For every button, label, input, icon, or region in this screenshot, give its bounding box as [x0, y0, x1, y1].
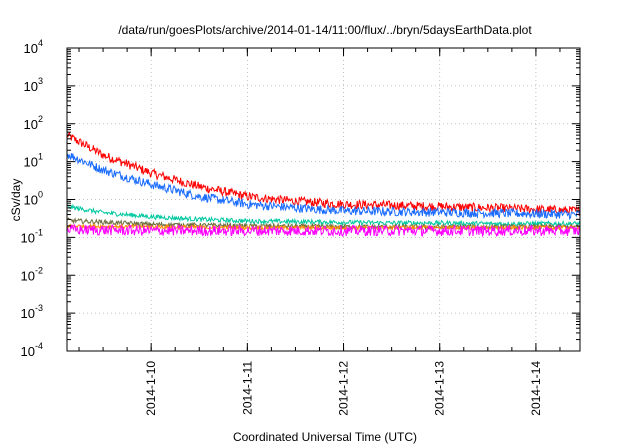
series-line-1 [66, 131, 581, 216]
x-axis-label: Coordinated Universal Time (UTC) [233, 430, 417, 444]
series-line-6 [66, 223, 581, 238]
y-tick-label: 101 [24, 152, 43, 170]
x-axis: 2014-1-10 2014-1-11 2014-1-12 2014-1-13 2014… [78, 48, 561, 416]
x-tick-label: 2014-1-13 [433, 361, 447, 416]
y-tick-label: 103 [24, 76, 43, 94]
grid [67, 48, 580, 351]
series-line-2 [66, 153, 581, 221]
y-tick-label: 10-2 [21, 265, 43, 283]
series-line-5 [66, 222, 581, 232]
x-tick-label: 2014-1-12 [337, 361, 351, 416]
y-tick-label: 100 [24, 190, 43, 208]
x-tick-label: 2014-1-14 [529, 361, 543, 416]
y-tick-label: 10-1 [21, 227, 43, 245]
y-tick-label: 102 [24, 114, 43, 132]
series-layer [66, 131, 581, 238]
y-tick-label: 104 [24, 38, 43, 56]
series-line-3 [66, 203, 581, 228]
y-tick-label: 10-4 [21, 341, 43, 359]
x-tick-label: 2014-1-10 [144, 361, 158, 416]
y-axis: 10-4 10-3 10-2 10-1 100 101 102 103 104 [21, 38, 580, 359]
y-tick-label: 10-3 [21, 303, 43, 321]
chart-title: /data/run/goesPlots/archive/2014-01-14/1… [118, 23, 532, 37]
x-tick-label: 2014-1-11 [240, 361, 254, 415]
y-axis-label: cSv/day [9, 179, 23, 222]
